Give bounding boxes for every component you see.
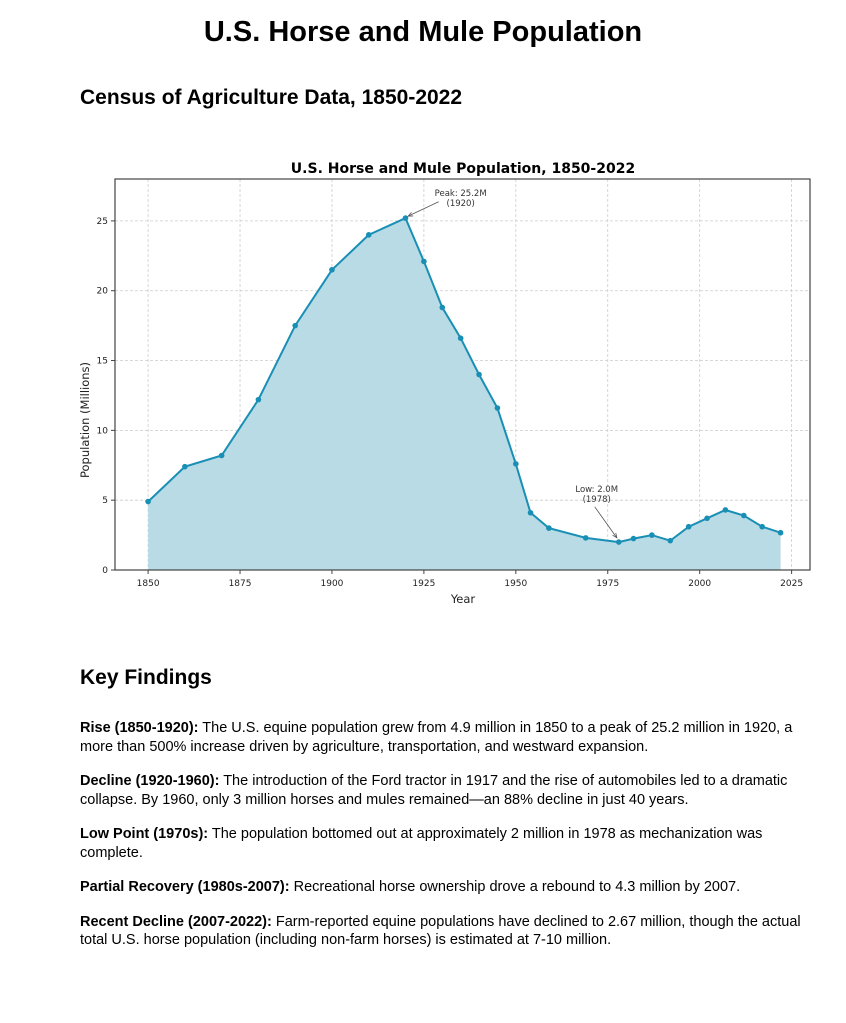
data-point-1860 [182, 463, 188, 470]
x-tick-label: 2000 [688, 579, 711, 589]
data-point-1890 [292, 322, 298, 329]
x-tick-label: 1900 [321, 579, 344, 589]
data-point-1850 [145, 498, 151, 505]
data-point-1997 [685, 523, 692, 530]
y-tick-label: 10 [97, 426, 109, 436]
finding-item: Decline (1920-1960): The introduction of… [80, 772, 815, 809]
data-point-1959 [546, 525, 552, 531]
data-point-1925 [421, 258, 427, 265]
data-point-2002 [704, 515, 710, 522]
finding-label: Recent Decline (2007-2022): [80, 913, 272, 930]
finding-item: Recent Decline (2007-2022): Farm-reporte… [80, 913, 815, 950]
finding-text: The U.S. equine population grew from 4.9… [80, 720, 793, 755]
data-point-1900 [329, 266, 335, 273]
population-chart: U.S. Horse and Mule Population, 1850-202… [78, 161, 811, 606]
y-tick-label: 20 [97, 287, 109, 297]
x-axis-label: Year [450, 592, 476, 606]
data-point-2007 [722, 507, 729, 513]
annotation-label: Low: 2.0M [575, 485, 618, 495]
x-tick-label: 1950 [504, 579, 527, 589]
finding-text: Recreational horse ownership drove a reb… [289, 879, 741, 895]
page-subtitle: Census of Agriculture Data, 1850-2022 [80, 86, 463, 109]
annotation-arrowhead [407, 212, 414, 217]
data-point-1910 [365, 232, 372, 238]
data-point-1987 [649, 532, 655, 538]
data-point-1870 [218, 452, 225, 459]
y-axis-label: Population (Millions) [78, 362, 92, 478]
data-point-1930 [439, 304, 446, 311]
findings-title: Key Findings [80, 666, 212, 689]
data-point-1982 [630, 535, 637, 542]
area-fill [148, 218, 781, 570]
x-axis-ticks: 1850 1875 1900 1925 1950 1975 2000 2025 [137, 570, 803, 589]
x-tick-label: 1975 [596, 579, 619, 589]
data-point-2012 [741, 512, 747, 519]
annotation-arrow [407, 201, 439, 217]
findings-list: Rise (1850-1920): The U.S. equine popula… [80, 719, 815, 966]
y-axis-ticks: 0 5 10 15 20 25 [97, 217, 115, 576]
data-point-1950 [513, 461, 519, 467]
data-points [145, 215, 784, 545]
data-point-1978 [615, 539, 622, 545]
data-point-1954 [527, 509, 534, 516]
annotation-label: Peak: 25.2M [435, 189, 487, 199]
x-tick-label: 1875 [229, 579, 252, 589]
y-tick-label: 0 [102, 566, 108, 576]
finding-label: Rise (1850-1920): [80, 720, 199, 736]
data-point-1920 [402, 215, 409, 221]
annotation-sublabel: (1920) [447, 199, 475, 209]
finding-text: Farm-reported equine populations have de… [80, 913, 801, 949]
data-point-1969 [582, 535, 589, 541]
chart-title: U.S. Horse and Mule Population, 1850-202… [291, 161, 635, 177]
annotation-sublabel: (1978) [583, 495, 611, 505]
data-point-2017 [759, 523, 765, 530]
y-tick-label: 15 [97, 357, 108, 367]
finding-label: Decline (1920-1960): [80, 773, 220, 789]
finding-text: The population bottomed out at approxima… [80, 826, 763, 861]
finding-label: Partial Recovery (1980s-2007): [80, 879, 290, 895]
data-point-1940 [476, 371, 482, 378]
y-tick-label: 5 [102, 496, 108, 506]
data-point-1992 [667, 537, 674, 544]
finding-text: The introduction of the Ford tractor in … [80, 773, 788, 808]
y-tick-label: 25 [97, 217, 108, 227]
data-point-1945 [494, 405, 501, 411]
x-tick-label: 1925 [412, 579, 435, 589]
finding-item: Rise (1850-1920): The U.S. equine popula… [80, 719, 815, 756]
finding-label: Low Point (1970s): [80, 826, 209, 842]
page-title: U.S. Horse and Mule Population [203, 16, 643, 48]
data-point-1880 [255, 396, 262, 403]
annotations: Peak: 25.2M(1920) Low: 2.0M(1978) [407, 189, 618, 539]
annotation-arrowhead [612, 532, 618, 539]
x-tick-label: 1850 [137, 579, 160, 589]
finding-item: Partial Recovery (1980s-2007): Recreatio… [80, 878, 815, 897]
data-point-2022 [777, 529, 784, 536]
finding-item: Low Point (1970s): The population bottom… [80, 825, 815, 862]
annotation-arrow [594, 506, 618, 539]
x-tick-label: 2025 [780, 579, 803, 589]
data-point-1935 [457, 335, 464, 341]
plot-frame [114, 178, 811, 571]
